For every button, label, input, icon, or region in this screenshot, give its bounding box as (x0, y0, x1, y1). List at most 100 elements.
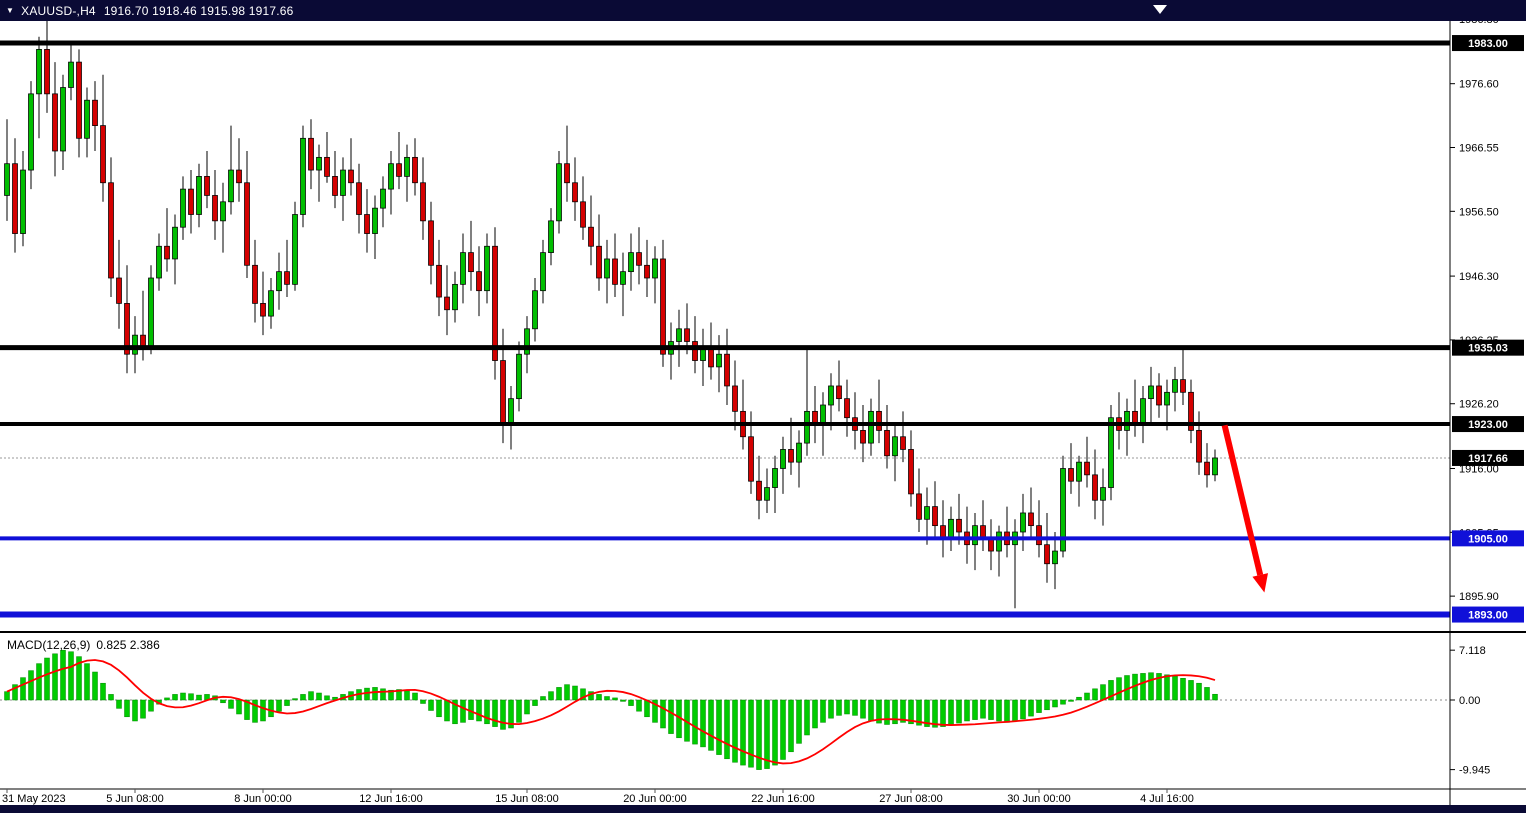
candle-body (60, 87, 66, 152)
candle-body (476, 271, 482, 292)
macd-histogram-bar (628, 699, 634, 706)
candle-body (1188, 391, 1194, 431)
price-axis-tick-label: 1966.55 (1459, 143, 1499, 155)
candle-body (524, 328, 530, 355)
macd-histogram-bar (924, 699, 930, 727)
time-axis-label: 8 Jun 00:00 (234, 793, 292, 805)
candle-body (484, 245, 490, 292)
macd-histogram-bar (804, 699, 810, 736)
macd-histogram-bar (228, 699, 234, 709)
macd-histogram-bar (756, 699, 762, 770)
candle-body (636, 252, 642, 266)
time-axis-label: 27 Jun 08:00 (879, 793, 943, 805)
macd-histogram-bar (1196, 682, 1202, 701)
candle-body (900, 436, 906, 450)
candle-body (884, 430, 890, 457)
candle-body (12, 163, 18, 234)
macd-histogram-bar (732, 699, 738, 763)
candle-body (716, 353, 722, 368)
candle-body (124, 303, 130, 355)
candle-body (1212, 457, 1218, 476)
macd-histogram-bar (92, 671, 98, 701)
macd-histogram-bar (180, 692, 186, 701)
candle-body (508, 398, 514, 425)
price-level-badge (1452, 530, 1524, 547)
candle-body (692, 341, 698, 361)
macd-histogram-bar (20, 677, 26, 701)
candle-body (284, 271, 290, 285)
macd-histogram-bar (572, 685, 578, 701)
candle-body (908, 449, 914, 495)
macd-histogram-bar (1180, 678, 1186, 701)
macd-histogram-bar (748, 699, 754, 768)
trend-arrow-shaft[interactable] (1221, 424, 1264, 576)
macd-histogram-bar (940, 699, 946, 727)
macd-histogram-bar (500, 699, 506, 730)
bottom-bar (0, 805, 1526, 813)
macd-histogram-bar (828, 699, 834, 719)
candle-body (828, 385, 834, 406)
price-level-badge-label: 1935.03 (1468, 343, 1508, 355)
macd-histogram-bar (324, 695, 330, 701)
macd-histogram-bar (36, 663, 42, 701)
macd-histogram-bar (276, 699, 282, 712)
candle-body (4, 163, 10, 196)
macd-histogram-bar (316, 692, 322, 701)
price-axis-tick-label: 1926.20 (1459, 399, 1499, 411)
candle-body (572, 182, 578, 203)
candle-body (684, 328, 690, 342)
candle-body (892, 436, 898, 457)
macd-histogram-bar (596, 694, 602, 701)
macd-histogram-bar (108, 694, 114, 701)
candle-body (1044, 544, 1050, 565)
macd-histogram-bar (1012, 699, 1018, 722)
candle-body (860, 430, 866, 444)
chart-shift-marker-icon[interactable] (1153, 5, 1167, 14)
candle-body (156, 245, 162, 279)
macd-histogram-bar (900, 699, 906, 723)
macd-histogram-bar (1204, 687, 1210, 701)
macd-histogram-bar (988, 699, 994, 720)
macd-histogram-bar (908, 699, 914, 725)
candle-body (540, 252, 546, 292)
candle-body (724, 353, 730, 387)
candle-body (1196, 430, 1202, 463)
candle-body (796, 442, 802, 463)
macd-histogram-bar (916, 699, 922, 726)
candle-body (628, 252, 634, 273)
candle-body (148, 277, 154, 349)
macd-histogram-bar (652, 699, 658, 723)
candle-body (76, 61, 82, 139)
macd-histogram-bar (540, 696, 546, 701)
macd-histogram-bar (60, 649, 66, 701)
candle-body (452, 283, 458, 311)
macd-histogram-bar (932, 699, 938, 728)
macd-histogram-bar (612, 697, 618, 701)
macd-histogram-bar (1084, 692, 1090, 701)
candle-body (68, 61, 74, 88)
trend-arrow-head[interactable] (1252, 573, 1269, 593)
macd-histogram-bar (692, 699, 698, 745)
candle-body (1204, 461, 1210, 476)
symbol-dropdown-icon[interactable]: ▼ (6, 6, 15, 15)
candle-body (804, 410, 810, 444)
macd-histogram-bar (1164, 674, 1170, 701)
current-price-badge-label: 1917.66 (1468, 453, 1508, 465)
candle-body (348, 169, 354, 184)
macd-histogram-bar (796, 699, 802, 744)
candle-body (732, 385, 738, 412)
price-level-badge (1452, 339, 1524, 356)
candle-body (764, 487, 770, 501)
macd-histogram-bar (620, 699, 626, 702)
candle-body (516, 353, 522, 400)
candle-body (116, 277, 122, 304)
macd-histogram-bar (364, 687, 370, 701)
chart-titlebar: ▼ XAUUSD-,H4 1916.70 1918.46 1915.98 191… (0, 0, 1526, 21)
macd-histogram-bar (388, 689, 394, 701)
macd-histogram-bar (68, 651, 74, 701)
candle-body (924, 506, 930, 520)
macd-histogram-bar (980, 699, 986, 719)
macd-histogram-bar (1172, 675, 1178, 701)
candle-body (308, 137, 314, 171)
